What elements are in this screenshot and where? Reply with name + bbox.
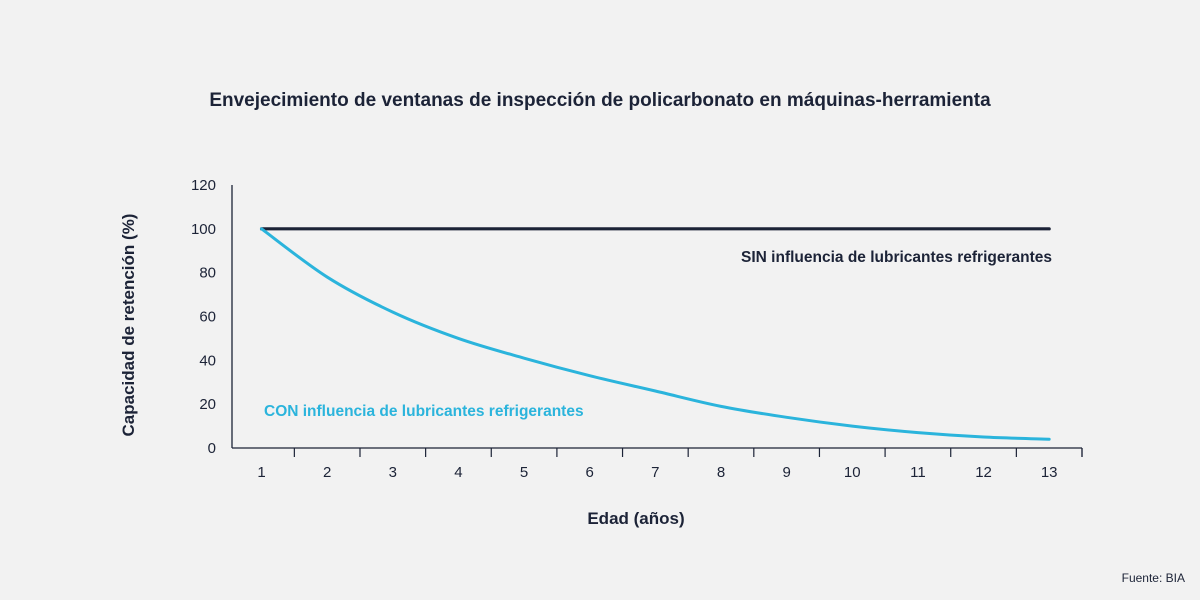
y-tick-label: 60 [199, 309, 216, 326]
x-tick-label: 8 [717, 464, 725, 481]
x-tick-label: 6 [586, 464, 594, 481]
series-label-con: CON influencia de lubricantes refrigeran… [264, 403, 584, 420]
source-note: Fuente: BIA [1122, 571, 1185, 585]
y-tick-label: 20 [199, 396, 216, 413]
chart-title: Envejecimiento de ventanas de inspección… [209, 90, 991, 111]
x-tick-label: 2 [323, 464, 331, 481]
series-label-sin: SIN influencia de lubricantes refrigeran… [741, 249, 1052, 266]
axes [231, 185, 1082, 449]
x-tick-label: 1 [257, 464, 265, 481]
x-tick-label: 3 [389, 464, 397, 481]
x-tick-label: 9 [782, 464, 790, 481]
x-tick-label: 10 [844, 464, 861, 481]
x-tick-label: 7 [651, 464, 659, 481]
x-tick-label: 4 [454, 464, 462, 481]
y-tick-label: 0 [208, 440, 216, 457]
y-tick-label: 100 [191, 221, 216, 238]
x-tick-label: 13 [1041, 464, 1058, 481]
series-lines [259, 227, 1051, 441]
x-axis-label: Edad (años) [587, 509, 684, 528]
x-tick-label: 12 [975, 464, 992, 481]
series-line-con [260, 227, 1051, 441]
x-tick-label: 11 [910, 464, 926, 481]
y-axis-label: Capacidad de retención (%) [119, 214, 138, 437]
y-tick-label: 120 [191, 177, 216, 194]
y-tick-label: 80 [199, 265, 216, 282]
y-tick-label: 40 [199, 352, 216, 369]
x-tick-label: 5 [520, 464, 528, 481]
